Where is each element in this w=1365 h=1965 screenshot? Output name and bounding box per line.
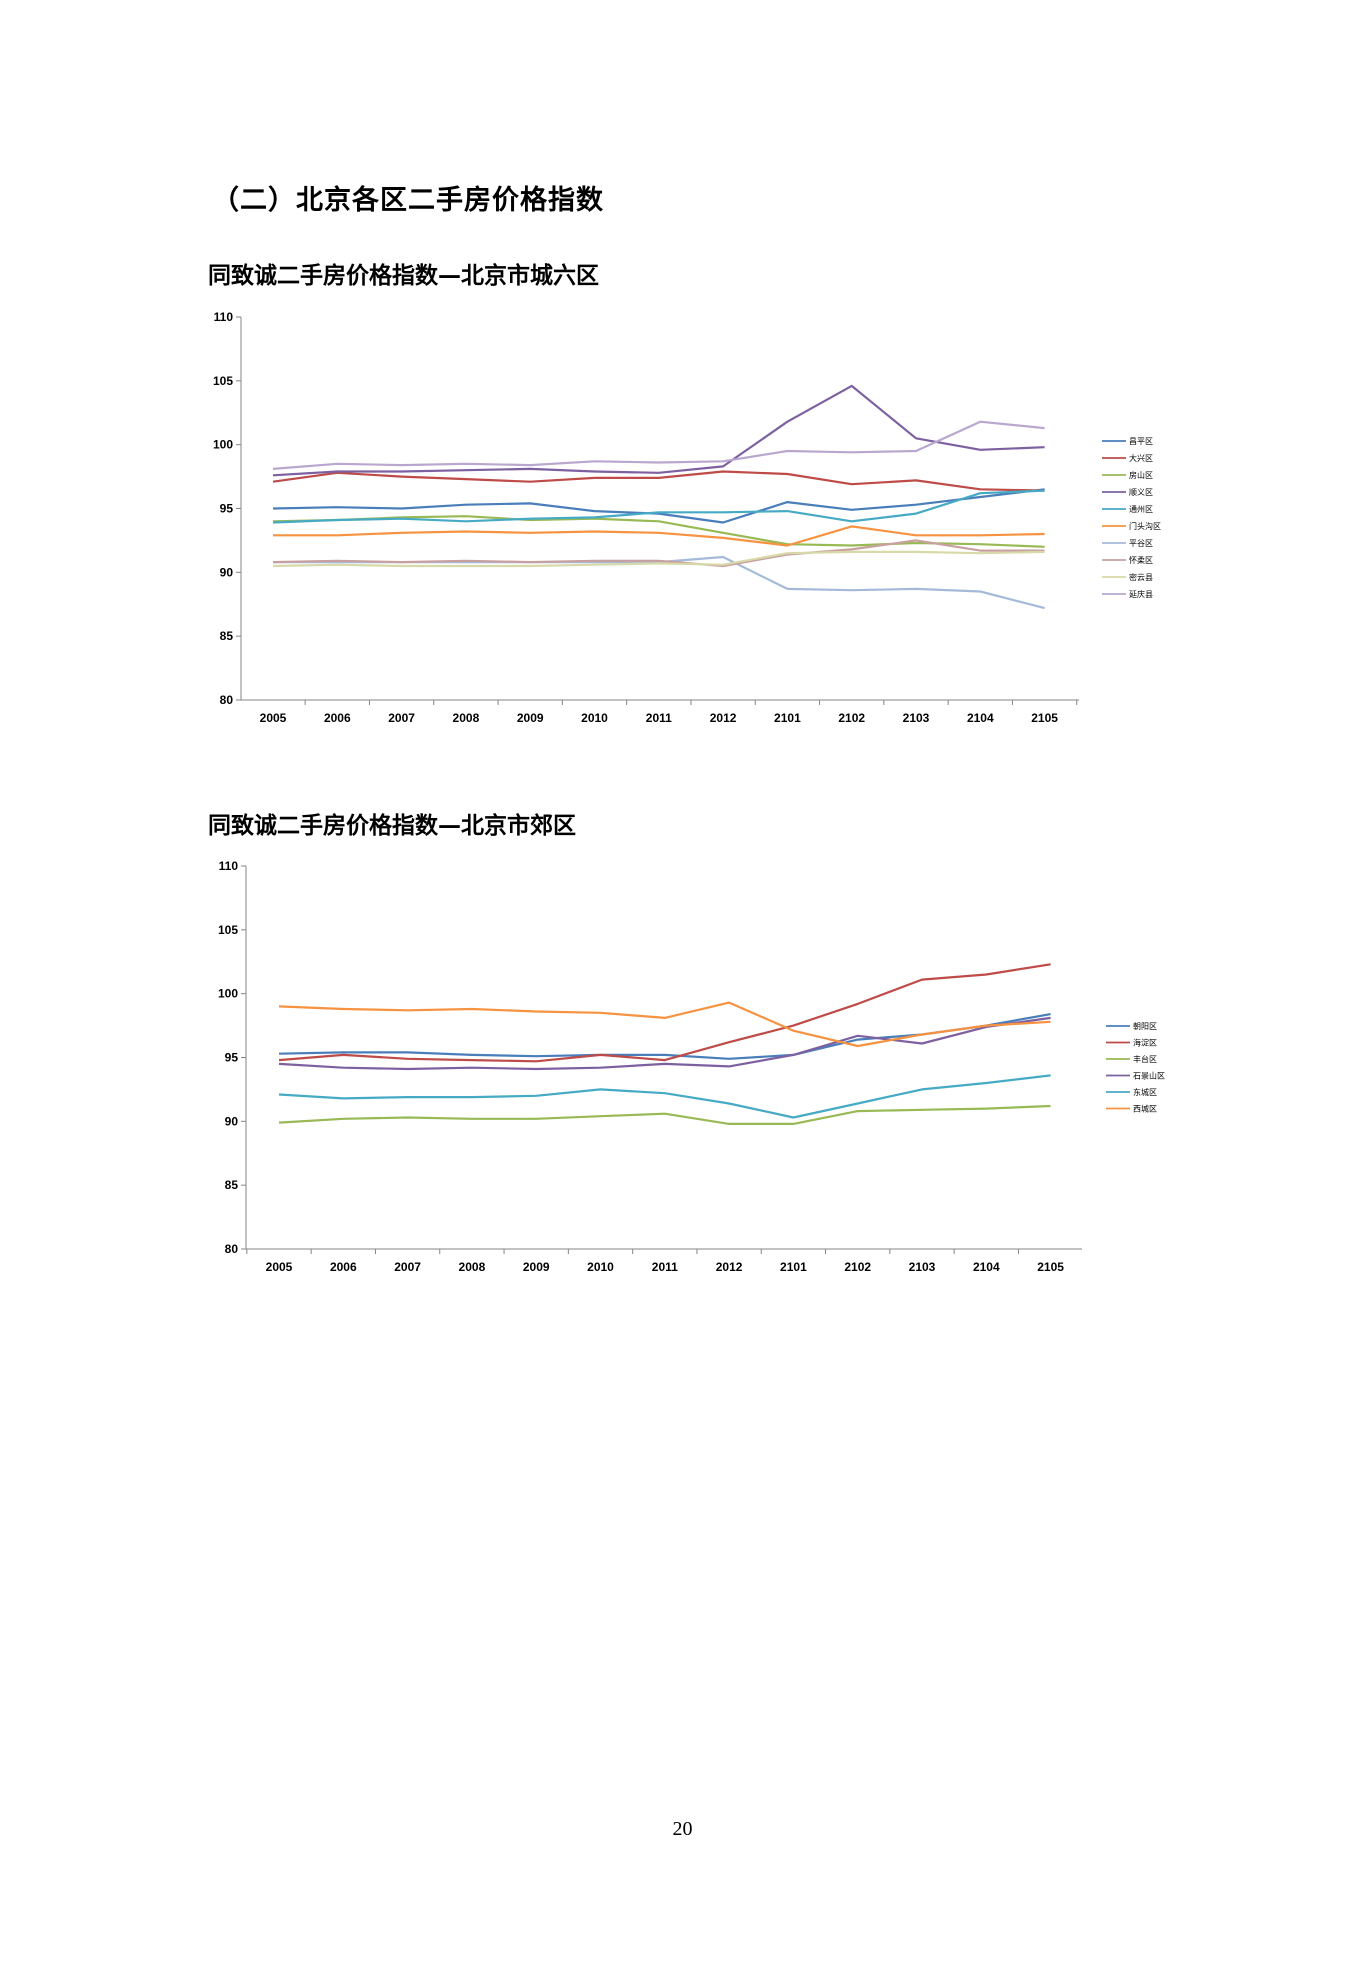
chart1-y-tick-label: 85 xyxy=(220,629,234,643)
chart2-x-tick-label: 2103 xyxy=(909,1260,936,1274)
chart1-title: 同致诚二手房价格指数—北京市城六区 xyxy=(208,263,599,289)
chart1-x-tick-label: 2105 xyxy=(1031,711,1058,725)
chart2-y-tick-label: 85 xyxy=(225,1178,239,1192)
chart2-y-tick-label: 95 xyxy=(225,1051,239,1065)
chart1-legend-label: 门头沟区 xyxy=(1129,521,1161,531)
chart1-legend-label: 怀柔区 xyxy=(1129,555,1153,565)
chart2-line-chart: 80 85 90 95 100 105 110 2005 2006 2007 2008 2009 201… xyxy=(218,859,1165,1274)
chart1-legend-label: 房山区 xyxy=(1129,470,1153,480)
chart2-legend-label: 朝阳区 xyxy=(1133,1022,1157,1031)
chart1-legend-label: 昌平区 xyxy=(1129,437,1153,446)
chart2-legend-label: 西城区 xyxy=(1133,1105,1157,1114)
chart1-x-tick-label: 2010 xyxy=(581,711,608,725)
chart1-x-tick-label: 2101 xyxy=(774,711,801,725)
chart2-x-tick-label: 2010 xyxy=(587,1260,614,1274)
chart1-x-tick-label: 2007 xyxy=(388,711,415,725)
chart1-legend-label: 大兴区 xyxy=(1129,453,1153,463)
chart2-series-line-1 xyxy=(278,1013,1051,1060)
chart2-y-tick-label: 90 xyxy=(225,1114,239,1128)
chart1-y-tick-label: 95 xyxy=(220,502,234,516)
chart2-x-tick-label: 2007 xyxy=(394,1260,421,1274)
chart1-series-line-9 xyxy=(272,550,1045,568)
chart2-series-line-3 xyxy=(278,1104,1051,1125)
chart1-x-tick-label: 2102 xyxy=(838,711,865,725)
chart1-series-line-3 xyxy=(272,515,1045,548)
chart1-y-tick-label: 100 xyxy=(213,438,233,452)
chart2-y-tick-label: 100 xyxy=(218,987,238,1001)
chart2-x-tick-label: 2005 xyxy=(266,1260,293,1274)
chart1-legend-label: 平谷区 xyxy=(1129,539,1153,548)
chart2-title: 同致诚二手房价格指数—北京市郊区 xyxy=(208,813,576,839)
chart1-series-line-8 xyxy=(272,539,1045,568)
chart1-x-tick-label: 2006 xyxy=(324,711,351,725)
chart2-legend-label: 丰台区 xyxy=(1133,1054,1157,1064)
chart2-y-tick-label: 105 xyxy=(218,923,238,937)
chart1-series-line-5 xyxy=(272,489,1045,524)
section-title: （二）北京各区二手房价格指数 xyxy=(212,185,604,216)
chart2-x-tick-label: 2101 xyxy=(780,1260,807,1274)
chart2-x-tick-label: 2011 xyxy=(652,1260,678,1274)
chart1-legend-label: 通州区 xyxy=(1129,504,1153,514)
chart1-y-tick-label: 80 xyxy=(220,693,234,707)
chart2-legend-label: 海淀区 xyxy=(1133,1038,1157,1048)
chart1-x-tick-label: 2104 xyxy=(967,711,994,725)
chart2-x-tick-label: 2008 xyxy=(459,1260,486,1274)
chart1-line-chart: 80 85 90 95 100 105 110 2005 2006 2007 2008 2009 201… xyxy=(213,310,1161,725)
chart2-x-tick-label: 2102 xyxy=(844,1260,871,1274)
chart2-legend-label: 东城区 xyxy=(1133,1087,1157,1097)
chart2-series-line-5 xyxy=(278,1074,1051,1119)
chart2-x-tick-label: 2006 xyxy=(330,1260,357,1274)
chart1-x-tick-label: 2011 xyxy=(646,711,672,725)
chart2-x-tick-label: 2009 xyxy=(523,1260,550,1274)
chart1-y-tick-label: 90 xyxy=(220,565,234,579)
page-number: 20 xyxy=(672,1818,693,1840)
chart2-series-line-2 xyxy=(278,963,1051,1063)
chart1-x-tick-label: 2005 xyxy=(260,711,287,725)
chart1-x-tick-label: 2012 xyxy=(710,711,737,725)
chart2-x-tick-label: 2012 xyxy=(716,1260,743,1274)
chart1-series-line-1 xyxy=(272,488,1045,524)
chart1-legend-label: 密云县 xyxy=(1129,572,1153,582)
chart2-series-line-4 xyxy=(278,1016,1051,1071)
chart1-y-tick-label: 110 xyxy=(214,310,234,324)
chart1-series-line-4 xyxy=(272,384,1045,477)
chart1-y-tick-label: 105 xyxy=(213,374,233,388)
chart1-x-tick-label: 2008 xyxy=(453,711,480,725)
chart1-series-line-10 xyxy=(272,420,1045,470)
chart1-x-tick-label: 2009 xyxy=(517,711,544,725)
chart1-series-line-6 xyxy=(273,525,1045,547)
chart1-legend-label: 延庆县 xyxy=(1129,589,1153,599)
chart1-series-line-2 xyxy=(272,470,1045,492)
chart2-series-line-6 xyxy=(278,1001,1051,1048)
chart1-x-tick-label: 2103 xyxy=(903,711,930,725)
chart2-x-tick-label: 2104 xyxy=(973,1260,1000,1274)
chart2-x-tick-label: 2105 xyxy=(1037,1260,1064,1274)
chart2-y-tick-label: 80 xyxy=(225,1242,239,1256)
chart1-legend-label: 顺义区 xyxy=(1129,488,1153,497)
chart2-legend-label: 石景山区 xyxy=(1133,1071,1165,1081)
chart2-y-tick-label: 110 xyxy=(219,859,239,873)
